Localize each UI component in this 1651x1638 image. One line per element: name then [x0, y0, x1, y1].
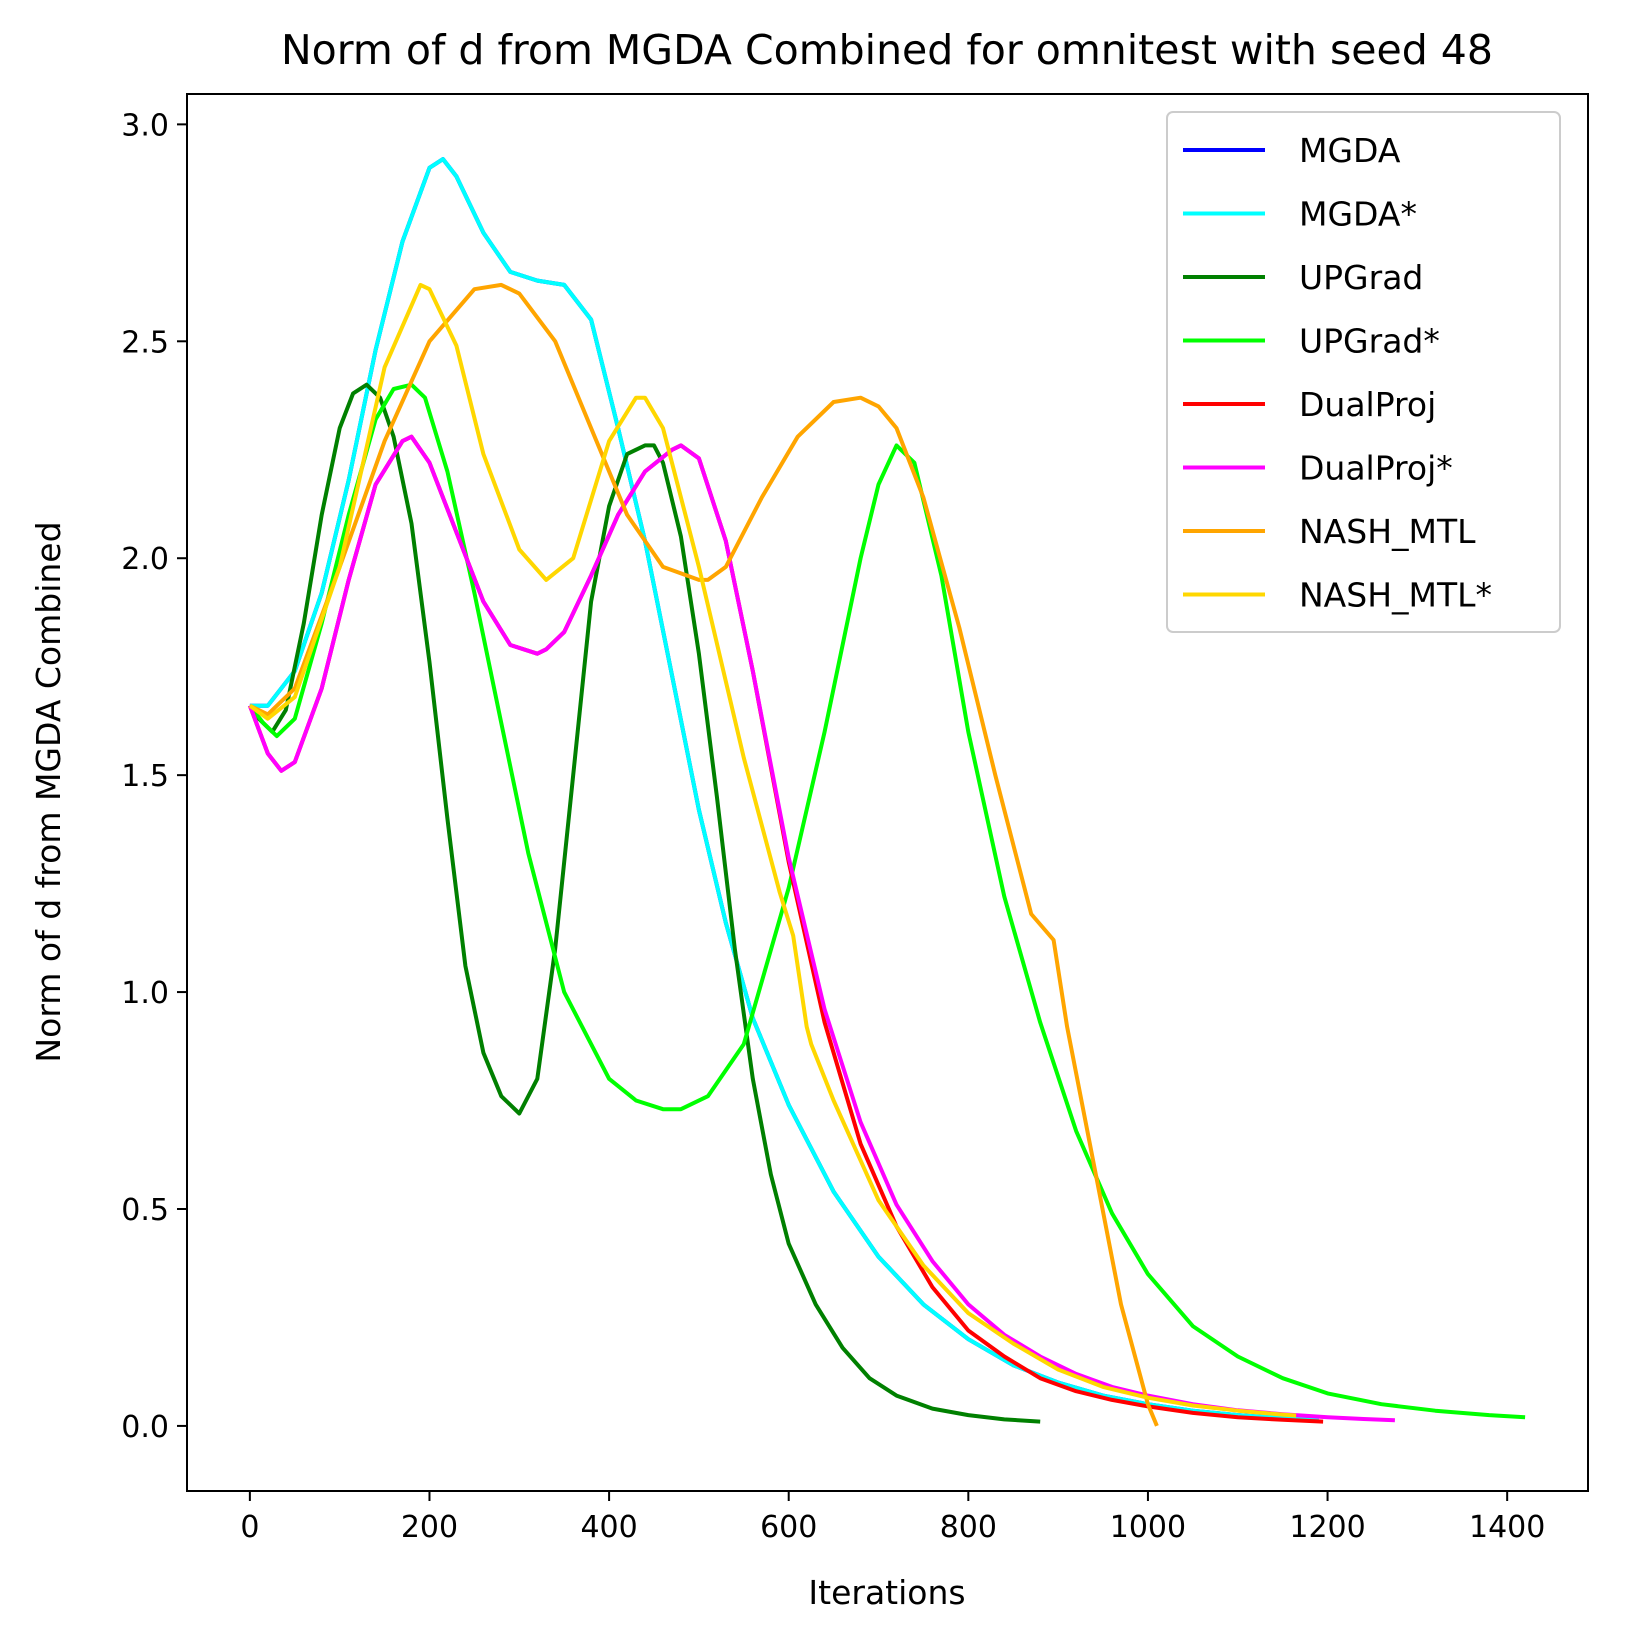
y-tick-label: 1.5	[121, 759, 169, 794]
y-tick-label: 2.5	[121, 325, 169, 360]
series-line-upgrad-	[248, 382, 1526, 1420]
legend-label: MGDA	[1299, 131, 1401, 170]
plot-frame	[186, 93, 1589, 1492]
x-tick-label: 800	[940, 1510, 997, 1545]
x-tick-label: 200	[401, 1510, 458, 1545]
y-tick-label: 0.5	[121, 1193, 169, 1228]
series-line-nash-mtl	[249, 282, 1159, 1427]
legend-label: NASH_MTL	[1299, 512, 1476, 551]
y-axis-label: Norm of d from MGDA Combined	[29, 521, 68, 1062]
y-tick-label: 0.0	[121, 1410, 169, 1445]
legend-label: NASH_MTL*	[1299, 576, 1492, 615]
legend: MGDA MGDA* UPGrad UPGrad* DualProj DualProj* N…	[1166, 111, 1561, 633]
legend-label: UPGrad*	[1299, 322, 1440, 361]
legend-label: MGDA*	[1299, 195, 1417, 234]
series-line-dualproj-	[248, 434, 1395, 1423]
y-tick-label: 2.0	[121, 542, 169, 577]
legend-label: DualProj	[1299, 385, 1436, 424]
x-tick-label: 600	[760, 1510, 817, 1545]
legend-label: UPGrad	[1299, 258, 1423, 297]
y-tick-label: 3.0	[121, 108, 169, 143]
y-axis: 0.0 0.5 1.0 1.5 2.0 2.5 3.0	[121, 108, 187, 1445]
x-tick-label: 400	[580, 1510, 637, 1545]
series-line-mgda-	[249, 157, 1319, 1423]
legend-label: DualProj*	[1299, 449, 1453, 488]
plot-area	[248, 157, 1526, 1427]
y-tick-label: 1.0	[121, 976, 169, 1011]
chart-title: Norm of d from MGDA Combined for omnites…	[281, 26, 1493, 74]
x-tick-label: 1200	[1289, 1510, 1365, 1545]
series-line-nash-mtl-	[248, 282, 1297, 1418]
x-axis: 0 200 400 600 800 1000 1200 1400	[240, 1491, 1545, 1545]
x-axis-label: Iterations	[808, 1573, 965, 1612]
x-tick-label: 0	[240, 1510, 259, 1545]
legend-box	[1166, 111, 1561, 633]
x-tick-label: 1400	[1469, 1510, 1545, 1545]
series-line-upgrad	[248, 382, 1041, 1424]
x-tick-label: 1000	[1110, 1510, 1186, 1545]
